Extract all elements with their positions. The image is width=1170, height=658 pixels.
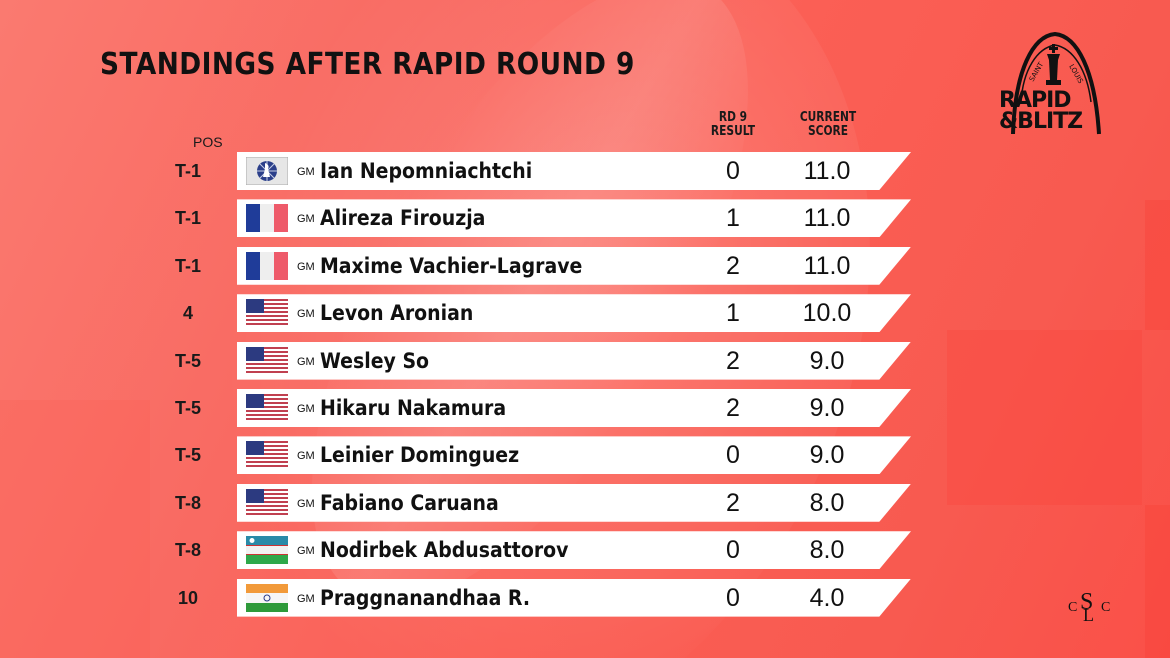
- player-title: GM: [297, 308, 315, 321]
- round-result: 1: [726, 204, 740, 233]
- player-title: GM: [297, 260, 315, 273]
- row-background: [237, 341, 911, 380]
- current-score: 9.0: [809, 441, 845, 470]
- player-name: Praggnanandhaa R.: [320, 585, 531, 610]
- player-title: GM: [297, 497, 315, 510]
- row-background: [237, 246, 911, 285]
- current-score: 8.0: [809, 536, 845, 565]
- player-name: Ian Nepomniachtchi: [320, 159, 533, 183]
- position: T-5: [174, 398, 201, 418]
- standings-row: T-5 GM Leinier Dominguez 0 9.0: [175, 436, 911, 475]
- rapid-blitz-logo: SAINT LOUIS RAPID &BLITZ: [999, 30, 1113, 140]
- fide-flag-icon: [246, 157, 288, 185]
- standings-row: T-5 GM Hikaru Nakamura 2 9.0: [175, 389, 911, 427]
- page-title: STANDINGS AFTER RAPID ROUND 9: [100, 47, 635, 82]
- position: T-5: [174, 350, 201, 371]
- standings-row: T-1 GM Ian Nepomniachtchi 0 11.0: [175, 152, 911, 190]
- current-score: 9.0: [809, 394, 845, 422]
- current-score: 9.0: [809, 346, 845, 375]
- standings-row: 4 GM Levon Aronian 1 10.0: [183, 294, 911, 333]
- svg-text:LOUIS: LOUIS: [1067, 63, 1085, 85]
- player-name: Leinier Dominguez: [320, 443, 520, 468]
- position: T-1: [174, 161, 201, 181]
- player-name: Hikaru Nakamura: [320, 396, 507, 420]
- round-result: 2: [726, 346, 740, 375]
- usa-flag-icon: [246, 299, 288, 327]
- standings-row: 10 GM Praggnanandhaa R. 0 4.0: [178, 578, 911, 617]
- round-result: 0: [726, 441, 740, 470]
- round-result: 0: [726, 536, 740, 565]
- usa-flag-icon: [246, 394, 288, 422]
- row-background: [237, 436, 911, 475]
- player-name: Levon Aronian: [320, 301, 474, 326]
- round-result: 2: [726, 488, 740, 517]
- svg-text:S: S: [1080, 589, 1093, 615]
- round-result: 0: [726, 157, 740, 185]
- position: T-5: [174, 445, 201, 466]
- row-background: [237, 578, 911, 617]
- player-name: Nodirbek Abdusattorov: [320, 538, 569, 563]
- current-score: 11.0: [803, 157, 851, 185]
- standings-row: T-8 GM Fabiano Caruana 2 8.0: [175, 483, 911, 522]
- arch-king-icon: SAINT LOUIS: [1011, 31, 1101, 135]
- current-score: 11.0: [803, 204, 851, 233]
- usa-flag-icon: [246, 488, 288, 517]
- usa-flag-icon: [246, 346, 288, 375]
- position: T-1: [174, 208, 201, 229]
- row-background: [237, 389, 911, 427]
- score-column-header: CURRENT SCORE: [799, 110, 857, 139]
- france-flag-icon: [246, 251, 288, 280]
- result-column-header: RD 9 RESULT: [710, 110, 756, 139]
- svg-text:SAINT: SAINT: [1028, 60, 1046, 83]
- position: T-8: [174, 492, 201, 513]
- player-name: Alireza Firouzja: [320, 206, 486, 231]
- round-result: 1: [726, 299, 740, 328]
- player-title: GM: [297, 450, 315, 463]
- france-flag-icon: [246, 204, 288, 233]
- player-title: GM: [297, 592, 315, 605]
- player-name: Maxime Vachier-Lagrave: [320, 253, 583, 278]
- player-title: GM: [297, 213, 315, 226]
- position: 10: [177, 587, 199, 608]
- row-background: [237, 294, 911, 333]
- player-title: GM: [297, 545, 315, 558]
- standings-row: T-5 GM Wesley So 2 9.0: [175, 341, 911, 380]
- india-flag-icon: [246, 583, 288, 612]
- svg-text:C: C: [1101, 600, 1110, 615]
- current-score: 11.0: [803, 251, 851, 280]
- svg-text:C: C: [1068, 600, 1077, 615]
- round-result: 2: [726, 394, 740, 422]
- row-background: [237, 199, 911, 238]
- standings-row: T-8 GM Nodirbek Abdusattorov 0 8.0: [175, 531, 911, 570]
- current-score: 8.0: [809, 488, 845, 517]
- round-result: 0: [726, 583, 740, 612]
- player-title: GM: [297, 403, 315, 415]
- cslc-logo: C S L C: [1068, 585, 1114, 625]
- row-background: [237, 152, 911, 190]
- player-name: Wesley So: [320, 348, 430, 373]
- player-title: GM: [297, 355, 315, 368]
- current-score: 4.0: [809, 583, 845, 612]
- row-background: [237, 483, 911, 522]
- position: T-8: [174, 540, 201, 561]
- logo-line-rapid: RAPID: [999, 88, 1072, 113]
- standings-row: T-1 GM Maxime Vachier-Lagrave 2 11.0: [175, 246, 911, 285]
- usa-flag-icon: [246, 441, 288, 469]
- position: T-1: [174, 255, 201, 276]
- player-title: GM: [297, 166, 315, 178]
- round-result: 2: [726, 251, 740, 280]
- uzbekistan-flag-icon: [246, 536, 288, 565]
- player-name: Fabiano Caruana: [320, 490, 499, 515]
- pos-column-header: POS: [193, 134, 223, 150]
- standings-row: T-1 GM Alireza Firouzja 1 11.0: [175, 199, 911, 238]
- position: 4: [182, 303, 193, 324]
- row-background: [237, 531, 911, 570]
- current-score: 10.0: [802, 299, 852, 328]
- svg-text:L: L: [1083, 605, 1094, 625]
- logo-line-blitz: &BLITZ: [999, 109, 1083, 134]
